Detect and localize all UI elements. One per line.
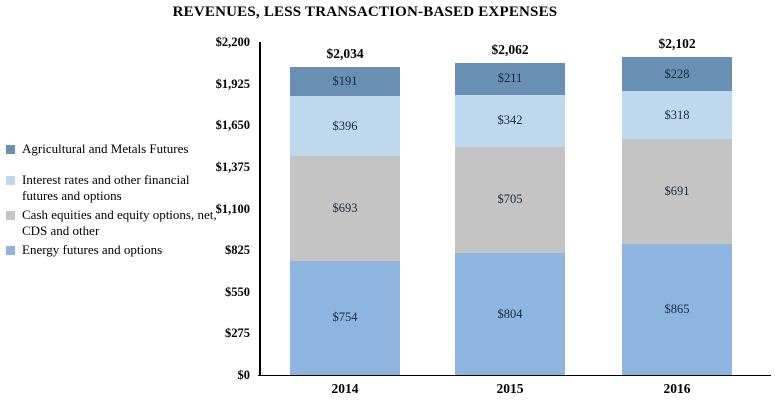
legend-swatch xyxy=(6,246,15,255)
segment-value-label: $754 xyxy=(332,310,358,325)
segment-value-label: $318 xyxy=(664,107,690,122)
segment-value-label: $865 xyxy=(664,302,690,317)
legend-swatch xyxy=(6,176,15,185)
y-axis-tick-label: $550 xyxy=(225,284,250,299)
y-axis-tick-label: $2,200 xyxy=(215,35,250,49)
legend-label: Cash equities and equity options, net, CD… xyxy=(22,207,217,239)
bar-segment: $705 xyxy=(455,146,565,254)
legend-swatch xyxy=(6,145,15,154)
y-axis-line xyxy=(259,42,261,375)
y-axis-tick-label: $275 xyxy=(225,326,250,341)
segment-value-label: $191 xyxy=(332,74,358,89)
y-axis-tick-label: $0 xyxy=(237,368,251,382)
segment-value-label: $228 xyxy=(664,66,690,81)
y-axis-tick-label: $1,650 xyxy=(215,118,250,133)
legend-label: Interest rates and other financial future… xyxy=(22,172,189,204)
bar-segment: $804 xyxy=(455,253,565,375)
legend-label-line: Cash equities and equity options, net, xyxy=(22,207,217,222)
y-axis-tick-label: $825 xyxy=(225,243,250,258)
y-axis-tick-label: $1,375 xyxy=(215,159,250,174)
legend-label-line: Interest rates and other financial xyxy=(22,172,190,187)
segment-value-label: $342 xyxy=(497,113,523,128)
bar-segment: $342 xyxy=(455,94,565,147)
bar-total-label: $2,062 xyxy=(491,41,529,57)
bar-segment: $754 xyxy=(290,260,400,375)
segment-value-label: $211 xyxy=(497,71,523,86)
chart-title: REVENUES, LESS TRANSACTION-BASED EXPENSE… xyxy=(172,4,558,20)
legend-item: Agricultural and Metals Futures xyxy=(6,141,238,157)
bar-total-label: $2,034 xyxy=(326,46,364,62)
segment-value-label: $396 xyxy=(332,118,358,133)
bar-segment: $318 xyxy=(622,91,732,140)
x-axis-label: 2014 xyxy=(331,381,359,396)
segment-value-label: $804 xyxy=(497,306,523,321)
legend-label-line: CDS and other xyxy=(22,223,100,238)
legend-swatch xyxy=(6,211,15,220)
bar-total-label: $2,102 xyxy=(658,35,696,51)
y-axis-tick-label: $1,100 xyxy=(215,201,250,216)
x-axis-label: 2015 xyxy=(496,381,524,396)
legend-label-line: Agricultural and Metals Futures xyxy=(22,141,189,156)
bar-segment: $691 xyxy=(622,139,732,245)
legend-item: Interest rates and other financial future… xyxy=(6,172,238,204)
segment-value-label: $693 xyxy=(332,200,358,215)
x-axis-label: 2016 xyxy=(663,381,691,396)
y-axis-tick-label: $1,925 xyxy=(215,76,250,91)
x-axis-line xyxy=(258,374,771,376)
bar-segment: $693 xyxy=(290,155,400,261)
bar-segment: $396 xyxy=(290,96,400,156)
legend: Agricultural and Metals Futures Interest … xyxy=(6,141,238,261)
segment-value-label: $691 xyxy=(664,184,690,199)
segment-value-label: $705 xyxy=(497,192,523,207)
legend-item: Energy futures and options xyxy=(6,242,238,258)
legend-item: Cash equities and equity options, net, CD… xyxy=(6,207,238,239)
legend-label: Agricultural and Metals Futures xyxy=(22,141,188,157)
bar-segment: $865 xyxy=(622,244,732,375)
legend-label: Energy futures and options xyxy=(22,242,162,258)
bar-segment: $211 xyxy=(455,62,565,95)
legend-label-line: Energy futures and options xyxy=(22,242,163,257)
legend-label-line: futures and options xyxy=(22,188,122,203)
bar-segment: $191 xyxy=(290,67,400,97)
bar-segment: $228 xyxy=(622,56,732,92)
